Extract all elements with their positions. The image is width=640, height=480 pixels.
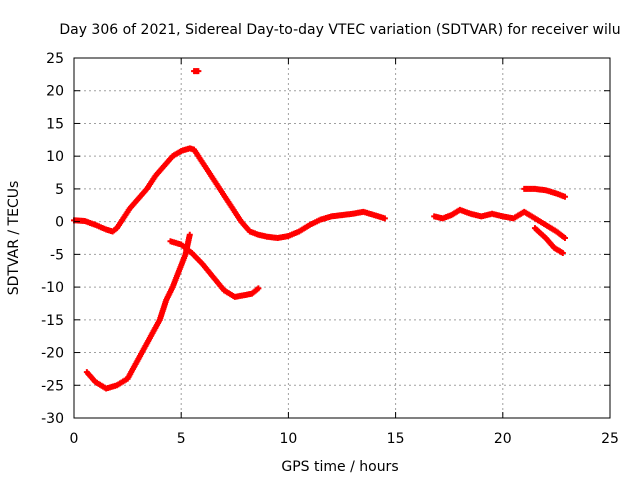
- data-point: [255, 285, 262, 292]
- y-tick-label: -25: [41, 378, 64, 394]
- data-point: [559, 250, 566, 257]
- series-outlier: [191, 68, 202, 75]
- data-point: [561, 235, 568, 241]
- x-tick-label: 25: [601, 431, 619, 447]
- y-tick-label: -30: [41, 411, 64, 427]
- data-point: [381, 215, 388, 222]
- data-points: [71, 68, 568, 392]
- x-tick-label: 20: [494, 431, 512, 447]
- series-falling-track: [167, 238, 262, 300]
- data-point: [186, 231, 193, 238]
- y-tick-label: -5: [50, 247, 64, 263]
- x-axis-label: GPS time / hours: [281, 459, 398, 475]
- series-late-upper-track: [521, 185, 568, 200]
- chart-title: Day 306 of 2021, Sidereal Day-to-day VTE…: [59, 22, 620, 38]
- series-main-track: [71, 145, 388, 241]
- y-axis-label: SDTVAR / TECUs: [6, 181, 22, 296]
- data-point: [561, 193, 568, 200]
- y-tick-label: -15: [41, 313, 64, 329]
- x-tick-label: 10: [279, 431, 297, 447]
- data-point: [195, 68, 202, 75]
- y-tick-label: 10: [46, 149, 64, 165]
- axes: 0 5 10 15 20 25 -30 -25 -20 -15 -10 -5 0 5 10 15 20 25: [41, 51, 619, 447]
- x-tick-label: 0: [70, 431, 79, 447]
- y-tick-label: 15: [46, 116, 64, 132]
- series-afternoon-track: [431, 206, 568, 241]
- series-late-lower-track: [531, 225, 566, 257]
- y-tick-label: 25: [46, 51, 64, 67]
- y-tick-label: -10: [41, 280, 64, 296]
- x-tick-label: 5: [177, 431, 186, 447]
- series-rising-track: [83, 231, 193, 392]
- plot-frame: [73, 57, 611, 419]
- y-tick-label: 0: [55, 215, 64, 231]
- y-tick-label: 5: [55, 182, 64, 198]
- y-tick-label: 20: [46, 84, 64, 100]
- x-tick-label: 15: [387, 431, 405, 447]
- y-tick-label: -20: [41, 346, 64, 362]
